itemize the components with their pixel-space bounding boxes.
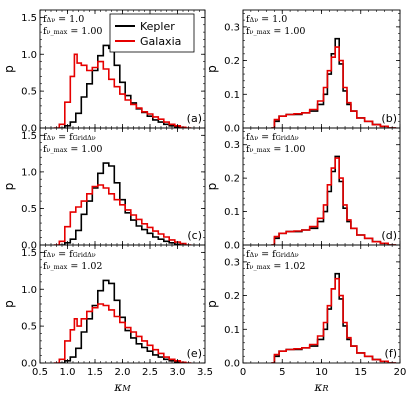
- xtick-label: 15: [354, 367, 367, 378]
- annotation-line: fΔν = fGridΔν: [43, 249, 96, 260]
- series-kepler: [59, 279, 186, 363]
- annotation-line: fΔν = fGridΔν: [246, 249, 299, 260]
- xtick-label: 5: [279, 367, 285, 378]
- series-galaxia: [53, 184, 192, 245]
- legend-label-galaxia: Galaxia: [140, 35, 181, 48]
- series-kepler: [59, 162, 186, 245]
- series-galaxia: [53, 303, 192, 363]
- xtick-label: 0: [240, 367, 246, 378]
- ytick-label: 0.0: [21, 241, 37, 252]
- xtick-label: 1.0: [60, 367, 76, 378]
- annotation-line: fν_max = 1.00: [43, 144, 102, 155]
- annotation-line: fΔν = fGridΔν: [43, 132, 96, 143]
- legend-box: [109, 13, 195, 53]
- ytick-label: 0.0: [224, 241, 240, 252]
- ytick-label: 1.5: [21, 248, 37, 259]
- ytick-label: 1.0: [21, 50, 37, 61]
- panel-f: 0.0 0.1 0.2 0.3 0 5 10 15 20 p κR fΔν = fGridΔνfν_m…: [205, 244, 407, 394]
- xtick-label: 10: [315, 367, 328, 378]
- ytick-label: 1.0: [21, 167, 37, 178]
- ytick-label: 0.3: [224, 257, 240, 268]
- series-galaxia: [53, 53, 192, 128]
- ytick-label: 1.5: [21, 13, 37, 24]
- annotation-line: fν_max = 1.02: [43, 261, 102, 272]
- ytick-label: 0.0: [224, 359, 240, 370]
- ytick-label: 0.3: [224, 22, 240, 33]
- ytick-label: 0.5: [21, 204, 37, 215]
- ytick-label: 0.5: [21, 322, 37, 333]
- annotation-line: fν_max = 1.00: [246, 26, 305, 37]
- ytick-label: 0.1: [224, 207, 240, 218]
- xtick-label: 20: [394, 367, 407, 378]
- ytick-label: 0.0: [21, 359, 37, 370]
- panel-e: 0.00.51.01.50.5 1.0 1.5 2.0 2.5 3.0 3.5pκMfΔν …: [2, 244, 213, 394]
- ytick-label: 0.3: [224, 140, 240, 151]
- panel-label: (b): [381, 112, 397, 125]
- annotation-line: fν_max = 1.00: [246, 144, 305, 155]
- panel-label: (d): [381, 229, 397, 242]
- xtick-label: 2.0: [115, 367, 131, 378]
- ytick-label: 0.5: [21, 87, 37, 98]
- ytick-label: 1.5: [21, 131, 37, 142]
- panel-label: (e): [187, 347, 202, 360]
- ytick-label: 0.0: [224, 124, 240, 135]
- series-galaxia: [271, 157, 397, 245]
- annotation-line: fΔν = fGridΔν: [246, 132, 299, 143]
- ytick-label: 0.1: [224, 325, 240, 336]
- panel-label: (c): [187, 229, 202, 242]
- panel-a: 0.0 0.5 1.0 1.5 p fΔν = 1.0fν_max = 1.00 (a) Ke…: [2, 9, 206, 135]
- ytick-label: 0.2: [224, 291, 240, 302]
- y-axis-label: p: [2, 183, 16, 191]
- annotation-line: fν_max = 1.02: [246, 261, 305, 272]
- xtick-label: 3.5: [197, 367, 213, 378]
- x-axis-label: κM: [113, 380, 131, 394]
- y-axis-label: p: [2, 65, 16, 73]
- x-axis-label: κR: [313, 380, 328, 394]
- xtick-label: 0.5: [32, 367, 48, 378]
- ytick-label: 0.2: [224, 174, 240, 185]
- panel-label: (f): [385, 347, 397, 360]
- panel-b: 0.0 0.1 0.2 0.3 p fΔν = 1.0fν_max = 1.00 (b): [205, 9, 401, 135]
- annotation-line: fΔν = 1.0: [43, 14, 84, 25]
- xtick-label: 2.5: [142, 367, 158, 378]
- annotation-line: fΔν = 1.0: [246, 14, 287, 25]
- ytick-label: 0.2: [224, 56, 240, 67]
- ytick-label: 0.0: [21, 124, 37, 135]
- series-galaxia: [271, 46, 397, 128]
- y-axis-label: p: [205, 300, 219, 308]
- annotation-line: fν_max = 1.00: [43, 26, 102, 37]
- ytick-label: 0.1: [224, 90, 240, 101]
- legend-label-kepler: Kepler: [140, 20, 175, 33]
- ytick-label: 1.0: [21, 285, 37, 296]
- xtick-label: 3.0: [170, 367, 186, 378]
- y-axis-label: p: [205, 183, 219, 191]
- xtick-label: 1.5: [87, 367, 103, 378]
- series-galaxia: [271, 277, 397, 363]
- y-axis-label: p: [2, 300, 16, 308]
- series-kepler: [59, 44, 186, 128]
- y-axis-label: p: [205, 65, 219, 73]
- panel-label: (a): [187, 112, 202, 125]
